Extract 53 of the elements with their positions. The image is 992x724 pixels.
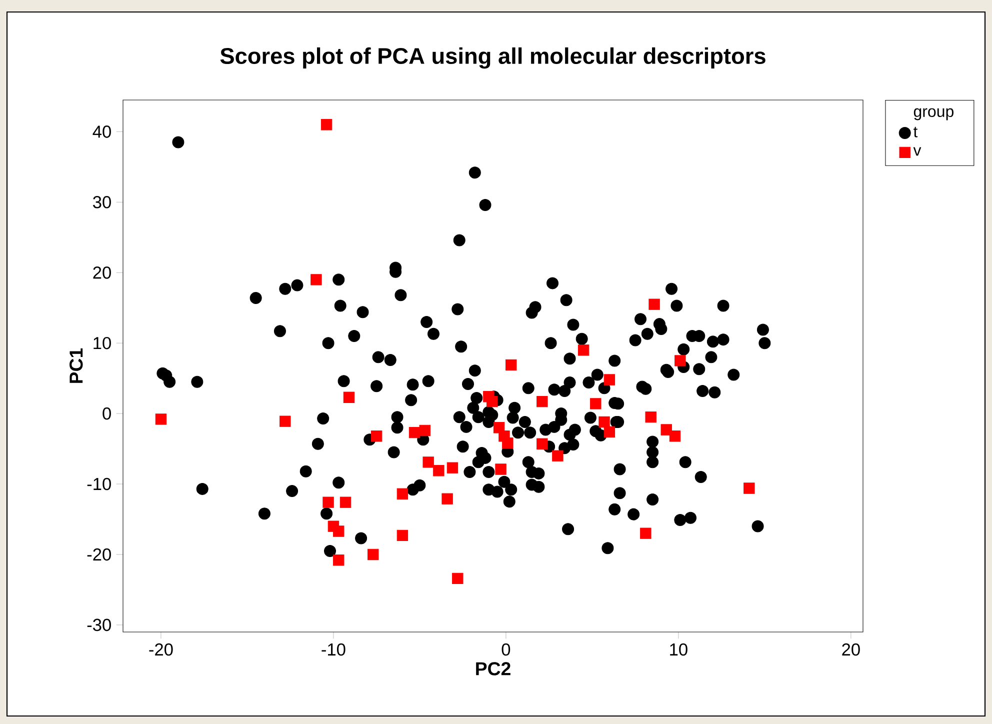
y-tick-label: 10 — [94, 336, 111, 350]
point — [495, 464, 506, 475]
point — [645, 411, 656, 423]
point — [669, 430, 681, 442]
y-tick-label: -20 — [87, 548, 111, 561]
x-tick-label: 20 — [842, 643, 860, 656]
point — [280, 416, 291, 427]
point — [578, 344, 590, 356]
point — [744, 482, 755, 494]
y-tick-label: -30 — [87, 618, 111, 632]
chart-title: Scores plot of PCA using all molecular descriptors — [220, 47, 766, 69]
y-tick-label: -10 — [87, 478, 111, 490]
point — [396, 488, 408, 500]
point — [320, 119, 332, 130]
legend-title: group — [914, 108, 954, 120]
y-tick-label: 20 — [93, 266, 111, 279]
point — [333, 526, 344, 537]
point — [598, 416, 610, 428]
y-tick-label: 0 — [102, 407, 111, 420]
point — [340, 496, 352, 508]
y-tick-label: 40 — [92, 126, 111, 138]
x-axis-title: PC2 — [476, 662, 510, 676]
x-tick-label: -10 — [322, 643, 346, 656]
point — [442, 493, 453, 504]
point — [506, 359, 517, 371]
point — [446, 462, 458, 474]
legend-label: t — [914, 126, 918, 138]
x-tick-label: 0 — [502, 643, 510, 656]
point — [660, 424, 672, 436]
y-axis-title: PC1 — [70, 348, 83, 383]
x-tick-label: 10 — [670, 643, 688, 656]
point — [368, 548, 379, 560]
point — [333, 554, 344, 566]
y-tick-label: 30 — [93, 196, 111, 208]
point — [604, 374, 616, 386]
point — [590, 398, 602, 410]
point — [396, 530, 408, 542]
point — [422, 456, 434, 468]
point — [536, 396, 548, 408]
x-tick-label: -20 — [149, 643, 173, 656]
point — [604, 426, 616, 438]
point — [310, 274, 322, 286]
point — [648, 298, 660, 310]
point — [343, 392, 355, 403]
point — [408, 426, 420, 438]
point — [433, 465, 444, 476]
point — [419, 424, 430, 436]
point — [322, 496, 334, 508]
point — [155, 414, 167, 425]
point — [640, 528, 652, 539]
point — [552, 450, 564, 462]
point — [452, 572, 464, 584]
legend-label: v — [913, 147, 922, 156]
